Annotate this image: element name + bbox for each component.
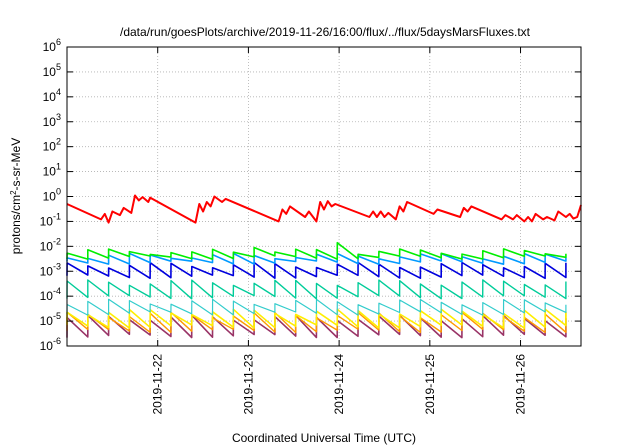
x-axis-ticks: 2019-11-22 2019-11-23 2019-11-24 2019-11-25… — [151, 47, 528, 415]
series-line — [66, 261, 567, 280]
grid-lines — [67, 47, 581, 346]
y-tick-label: 105 — [43, 62, 61, 79]
x-tick-label: 2019-11-26 — [514, 354, 528, 415]
y-tick-label: 10-6 — [40, 336, 61, 353]
y-tick-label: 103 — [43, 112, 61, 129]
x-axis-label: Coordinated Universal Time (UTC) — [232, 431, 416, 445]
x-tick-label: 2019-11-23 — [241, 354, 255, 415]
x-tick-label: 2019-11-24 — [332, 354, 346, 415]
y-tick-label: 10-5 — [40, 311, 61, 328]
y-axis-label: protons/cm2-s-sr-MeV — [9, 138, 24, 254]
y-axis-ticks: 10-6 10-5 10-4 10-3 10-2 10-1 100 101 102 103 104 1… — [40, 37, 581, 353]
y-tick-label: 101 — [43, 162, 61, 179]
y-tick-label: 100 — [43, 187, 61, 204]
y-tick-label: 102 — [43, 137, 61, 154]
y-tick-label: 10-1 — [40, 211, 61, 228]
y-tick-label: 104 — [43, 87, 61, 104]
series-layer — [66, 194, 582, 339]
series-line — [66, 279, 567, 300]
x-tick-label: 2019-11-22 — [151, 354, 165, 415]
y-tick-label: 10-3 — [40, 261, 61, 278]
y-tick-label: 10-2 — [40, 236, 61, 253]
y-tick-label: 106 — [43, 37, 61, 54]
series-line — [66, 308, 567, 329]
y-tick-label: 10-4 — [40, 286, 61, 303]
x-tick-label: 2019-11-25 — [423, 354, 437, 415]
series-line — [66, 298, 567, 316]
chart-title: /data/run/goesPlots/archive/2019-11-26/1… — [120, 25, 531, 39]
series-line — [66, 241, 567, 260]
series-line — [66, 194, 582, 224]
